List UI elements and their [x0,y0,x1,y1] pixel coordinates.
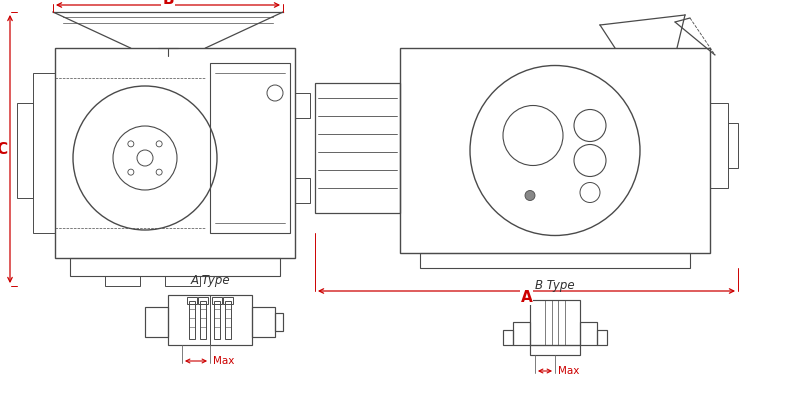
Text: A: A [521,290,532,305]
Bar [252,307,275,337]
Bar [214,301,220,339]
Bar [145,307,168,337]
Bar [275,313,283,331]
Bar [597,330,607,345]
Bar [295,178,310,203]
Bar [223,297,233,304]
Bar [530,300,580,345]
Text: B: B [162,0,174,7]
Bar [420,253,690,268]
Bar [530,345,580,355]
Circle shape [525,191,535,201]
Bar [70,258,280,276]
Text: A Type: A Type [190,274,230,287]
Bar [212,297,222,304]
Bar [189,301,195,339]
Bar [200,301,206,339]
Bar [55,48,295,258]
Bar [315,83,400,213]
Bar [105,276,140,286]
Bar [710,103,728,188]
Text: C: C [0,142,8,157]
Bar [17,103,33,198]
Bar [295,93,310,118]
Bar [33,73,55,233]
Text: Max: Max [213,356,235,366]
Bar [165,276,200,286]
Bar [225,301,231,339]
Bar [400,48,710,253]
Bar [728,123,738,168]
Bar [580,322,597,345]
Bar [168,295,252,345]
Text: B Type: B Type [535,279,575,292]
Bar [513,322,530,345]
Bar [503,330,513,345]
Bar [210,63,290,233]
Text: Max: Max [558,366,579,376]
Bar [198,297,208,304]
Bar [187,297,197,304]
